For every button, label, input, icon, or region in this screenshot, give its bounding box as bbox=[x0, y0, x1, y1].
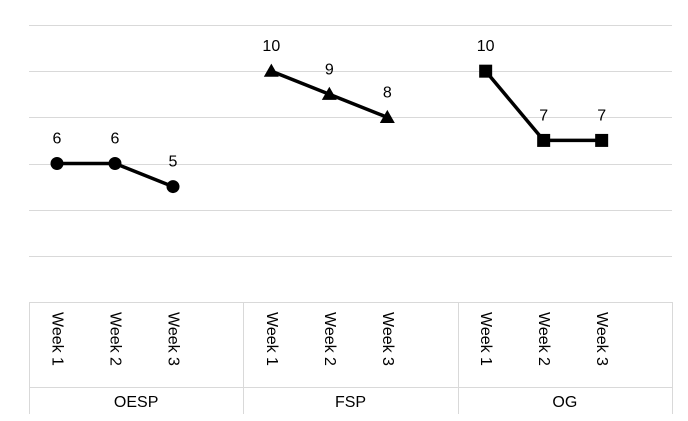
data-point-marker bbox=[595, 134, 608, 147]
group-label: FSP bbox=[335, 394, 366, 411]
data-point-marker bbox=[264, 64, 279, 77]
data-label: 7 bbox=[597, 107, 606, 124]
data-label: 7 bbox=[539, 107, 548, 124]
data-label: 8 bbox=[383, 84, 392, 101]
category-axis: Week 1 Week 2 Week 3 OESP Week 1 Week 2 Week 3… bbox=[29, 302, 673, 414]
group-label: OG bbox=[552, 394, 577, 411]
tick-label: Week 2 bbox=[535, 312, 552, 366]
data-point-marker bbox=[537, 134, 550, 147]
data-label: 9 bbox=[325, 61, 334, 78]
tick-label: Week 2 bbox=[321, 312, 338, 366]
data-point-marker bbox=[479, 65, 492, 78]
data-label: 5 bbox=[169, 154, 178, 171]
data-label: 10 bbox=[262, 38, 280, 55]
data-point-marker bbox=[109, 157, 122, 170]
tick-label: Week 1 bbox=[49, 312, 66, 366]
tick-label: Week 3 bbox=[379, 312, 396, 366]
series bbox=[51, 64, 609, 193]
tick-label: Week 3 bbox=[165, 312, 182, 366]
data-point-marker bbox=[167, 180, 180, 193]
tick-label: Week 1 bbox=[477, 312, 494, 366]
data-point-marker bbox=[51, 157, 64, 170]
data-label: 10 bbox=[477, 38, 495, 55]
tick-label: Week 2 bbox=[107, 312, 124, 366]
series-line-og bbox=[486, 71, 602, 140]
data-label: 6 bbox=[53, 131, 62, 148]
data-label: 6 bbox=[111, 131, 120, 148]
group-label: OESP bbox=[114, 394, 158, 411]
tick-label: Week 3 bbox=[593, 312, 610, 366]
data-labels: 6 6 5 10 9 8 10 7 7 bbox=[53, 38, 607, 170]
tick-label: Week 1 bbox=[263, 312, 280, 366]
